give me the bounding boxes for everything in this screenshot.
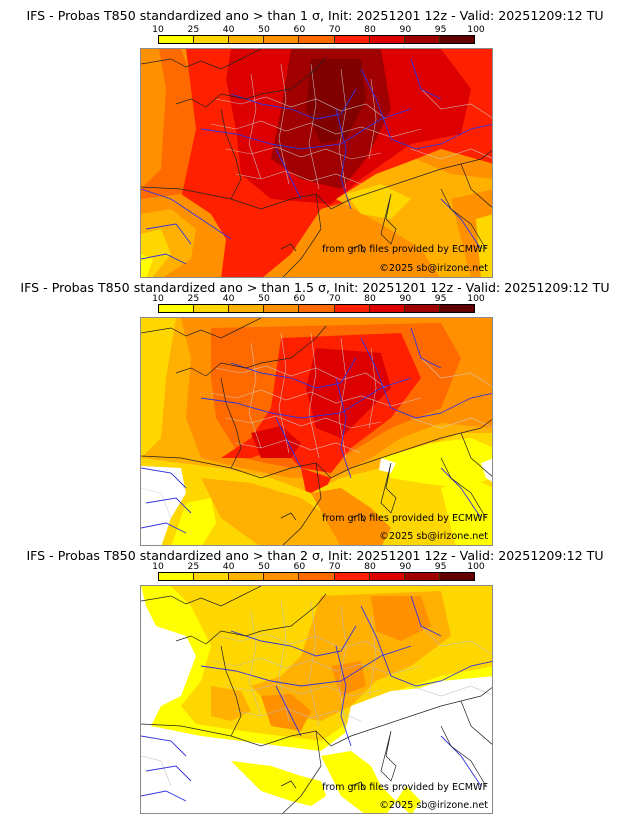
colorbar-swatch [194, 573, 230, 580]
panel-title: IFS - Probas T850 standardized ano > tha… [20, 280, 610, 295]
map-graphic [141, 586, 492, 813]
colorbar-tick-labels: 10 25 40 50 60 70 80 90 95 100 [152, 293, 485, 304]
colorbar-swatch [369, 573, 405, 580]
colorbar-swatch [439, 573, 474, 580]
colorbar-tick-label: 100 [467, 293, 485, 304]
colorbar-swatch [369, 305, 405, 312]
colorbar-swatch [159, 305, 195, 312]
colorbar-tick-label: 10 [152, 561, 164, 572]
colorbar-tick-label: 70 [328, 293, 341, 304]
colorbar-tick-label: 100 [467, 24, 485, 35]
probability-map[interactable]: from grib files provided by ECMWF ©2025 … [140, 317, 493, 546]
colorbar-swatch [334, 573, 370, 580]
colorbar-tick-label: 40 [222, 24, 235, 35]
colorbar-tick-label: 50 [258, 24, 270, 35]
colorbar-tick-label: 95 [434, 293, 447, 304]
colorbar-swatch [299, 36, 335, 43]
colorbar-swatch [404, 36, 440, 43]
colorbar-swatch [264, 36, 300, 43]
colorbar-swatch [194, 305, 230, 312]
colorbar-tick-label: 25 [187, 561, 200, 572]
colorbar-tick-label: 40 [222, 293, 235, 304]
colorbar-tick-label: 90 [399, 561, 412, 572]
colorbar-tick-labels: 10 25 40 50 60 70 80 90 95 100 [152, 561, 485, 572]
colorbar-swatch [439, 305, 474, 312]
colorbar-swatch [439, 36, 474, 43]
colorbar-swatch [299, 305, 335, 312]
colorbar [158, 572, 475, 581]
colorbar-swatch [229, 305, 265, 312]
colorbar-tick-label: 100 [467, 561, 485, 572]
colorbar-tick-label: 25 [187, 293, 200, 304]
colorbar-tick-label: 80 [364, 293, 376, 304]
colorbar-swatch [264, 305, 300, 312]
map-graphic [141, 318, 492, 545]
colorbar-tick-label: 95 [434, 24, 447, 35]
colorbar-swatch [229, 573, 265, 580]
probability-map[interactable]: from grib files provided by ECMWF ©2025 … [140, 585, 493, 814]
copyright-credit: ©2025 sb@irizone.net [379, 263, 488, 274]
colorbar-tick-label: 70 [328, 24, 341, 35]
colorbar-tick-label: 10 [152, 24, 164, 35]
colorbar-tick-label: 10 [152, 293, 164, 304]
panel-title: IFS - Probas T850 standardized ano > tha… [26, 548, 604, 563]
colorbar-swatch [159, 36, 195, 43]
colorbar-tick-label: 25 [187, 24, 200, 35]
colorbar-tick-label: 90 [399, 293, 412, 304]
colorbar-swatch [264, 573, 300, 580]
source-credit: from grib files provided by ECMWF [322, 244, 488, 255]
colorbar-tick-label: 50 [258, 293, 270, 304]
colorbar-tick-label: 80 [364, 561, 376, 572]
colorbar-tick-label: 50 [258, 561, 270, 572]
colorbar-tick-label: 60 [293, 561, 306, 572]
map-graphic [141, 49, 492, 277]
colorbar-swatch [404, 573, 440, 580]
colorbar-tick-label: 90 [399, 24, 412, 35]
forecast-panel-1sigma: IFS - Probas T850 standardized ano > tha… [0, 0, 630, 280]
colorbar [158, 35, 475, 44]
copyright-credit: ©2025 sb@irizone.net [379, 531, 488, 542]
colorbar-tick-label: 60 [293, 293, 306, 304]
source-credit: from grib files provided by ECMWF [322, 513, 488, 524]
colorbar-swatch [159, 573, 195, 580]
panel-title: IFS - Probas T850 standardized ano > tha… [26, 8, 604, 23]
colorbar-swatch [194, 36, 230, 43]
colorbar [158, 304, 475, 313]
forecast-panel-1-5sigma: IFS - Probas T850 standardized ano > tha… [20, 280, 610, 546]
colorbar-tick-label: 80 [364, 24, 376, 35]
colorbar-swatch [229, 36, 265, 43]
source-credit: from grib files provided by ECMWF [322, 782, 488, 793]
colorbar-swatch [334, 305, 370, 312]
colorbar-swatch [334, 36, 370, 43]
probability-map[interactable]: from grib files provided by ECMWF ©2025 … [140, 48, 493, 278]
colorbar-tick-labels: 10 25 40 50 60 70 80 90 95 100 [152, 24, 485, 35]
colorbar-swatch [369, 36, 405, 43]
copyright-credit: ©2025 sb@irizone.net [379, 800, 488, 811]
colorbar-swatch [404, 305, 440, 312]
colorbar-swatch [299, 573, 335, 580]
colorbar-tick-label: 70 [328, 561, 341, 572]
colorbar-tick-label: 60 [293, 24, 306, 35]
colorbar-tick-label: 40 [222, 561, 235, 572]
colorbar-tick-label: 95 [434, 561, 447, 572]
